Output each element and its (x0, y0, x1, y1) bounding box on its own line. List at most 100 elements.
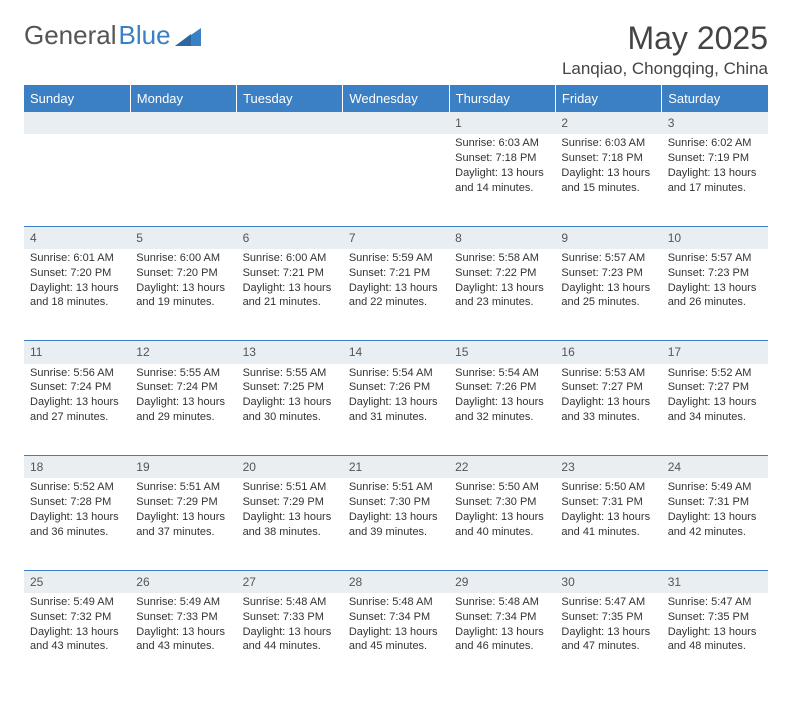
title-block: May 2025 Lanqiao, Chongqing, China (562, 20, 768, 79)
daylight: Daylight: 13 hours and 47 minutes. (561, 625, 655, 655)
daynum-row: 18192021222324 (24, 456, 768, 479)
day-number (130, 112, 236, 134)
sunrise: Sunrise: 5:57 AM (561, 251, 655, 266)
daylight: Daylight: 13 hours and 34 minutes. (668, 395, 762, 425)
sunset: Sunset: 7:34 PM (349, 610, 443, 625)
sunrise: Sunrise: 5:55 AM (243, 366, 337, 381)
day-cell: Sunrise: 6:01 AMSunset: 7:20 PMDaylight:… (24, 249, 130, 341)
sunrise: Sunrise: 5:47 AM (668, 595, 762, 610)
daylight: Daylight: 13 hours and 41 minutes. (561, 510, 655, 540)
sunrise: Sunrise: 5:49 AM (30, 595, 124, 610)
sunset: Sunset: 7:33 PM (243, 610, 337, 625)
day-number: 26 (130, 570, 236, 593)
logo-triangle-icon (175, 26, 201, 46)
day-cell: Sunrise: 5:57 AMSunset: 7:23 PMDaylight:… (662, 249, 768, 341)
day-cell: Sunrise: 5:54 AMSunset: 7:26 PMDaylight:… (449, 364, 555, 456)
sunrise: Sunrise: 5:50 AM (561, 480, 655, 495)
day-cell: Sunrise: 5:51 AMSunset: 7:29 PMDaylight:… (130, 478, 236, 570)
day-number: 8 (449, 226, 555, 249)
daylight: Daylight: 13 hours and 23 minutes. (455, 281, 549, 311)
day-number: 6 (237, 226, 343, 249)
daylight: Daylight: 13 hours and 25 minutes. (561, 281, 655, 311)
sunset: Sunset: 7:35 PM (561, 610, 655, 625)
sunrise: Sunrise: 5:57 AM (668, 251, 762, 266)
day-cell: Sunrise: 5:51 AMSunset: 7:30 PMDaylight:… (343, 478, 449, 570)
day-content-row: Sunrise: 6:01 AMSunset: 7:20 PMDaylight:… (24, 249, 768, 341)
sunset: Sunset: 7:22 PM (455, 266, 549, 281)
day-cell: Sunrise: 5:52 AMSunset: 7:28 PMDaylight:… (24, 478, 130, 570)
day-number (237, 112, 343, 134)
weekday-header: Wednesday (343, 85, 449, 112)
daylight: Daylight: 13 hours and 15 minutes. (561, 166, 655, 196)
sunrise: Sunrise: 6:00 AM (136, 251, 230, 266)
day-number: 19 (130, 456, 236, 479)
daylight: Daylight: 13 hours and 21 minutes. (243, 281, 337, 311)
sunrise: Sunrise: 5:52 AM (30, 480, 124, 495)
daylight: Daylight: 13 hours and 27 minutes. (30, 395, 124, 425)
weekday-header: Friday (555, 85, 661, 112)
day-cell: Sunrise: 5:52 AMSunset: 7:27 PMDaylight:… (662, 364, 768, 456)
day-number: 11 (24, 341, 130, 364)
day-cell: Sunrise: 5:54 AMSunset: 7:26 PMDaylight:… (343, 364, 449, 456)
day-cell: Sunrise: 5:57 AMSunset: 7:23 PMDaylight:… (555, 249, 661, 341)
day-cell: Sunrise: 5:49 AMSunset: 7:32 PMDaylight:… (24, 593, 130, 685)
day-number: 1 (449, 112, 555, 134)
header: GeneralBlue May 2025 Lanqiao, Chongqing,… (24, 20, 768, 79)
day-cell (24, 134, 130, 226)
sunrise: Sunrise: 6:00 AM (243, 251, 337, 266)
sunrise: Sunrise: 5:48 AM (243, 595, 337, 610)
daylight: Daylight: 13 hours and 45 minutes. (349, 625, 443, 655)
sunrise: Sunrise: 5:49 AM (668, 480, 762, 495)
day-number: 14 (343, 341, 449, 364)
day-cell: Sunrise: 5:58 AMSunset: 7:22 PMDaylight:… (449, 249, 555, 341)
sunset: Sunset: 7:24 PM (136, 380, 230, 395)
day-number: 22 (449, 456, 555, 479)
sunrise: Sunrise: 5:51 AM (243, 480, 337, 495)
sunset: Sunset: 7:29 PM (243, 495, 337, 510)
day-cell: Sunrise: 5:55 AMSunset: 7:24 PMDaylight:… (130, 364, 236, 456)
day-cell: Sunrise: 5:56 AMSunset: 7:24 PMDaylight:… (24, 364, 130, 456)
calendar-table: Sunday Monday Tuesday Wednesday Thursday… (24, 85, 768, 685)
day-cell: Sunrise: 6:00 AMSunset: 7:20 PMDaylight:… (130, 249, 236, 341)
day-number: 10 (662, 226, 768, 249)
day-cell: Sunrise: 6:03 AMSunset: 7:18 PMDaylight:… (555, 134, 661, 226)
sunset: Sunset: 7:23 PM (561, 266, 655, 281)
weekday-header: Thursday (449, 85, 555, 112)
sunset: Sunset: 7:20 PM (136, 266, 230, 281)
day-number: 13 (237, 341, 343, 364)
day-cell: Sunrise: 5:48 AMSunset: 7:33 PMDaylight:… (237, 593, 343, 685)
sunset: Sunset: 7:29 PM (136, 495, 230, 510)
day-cell: Sunrise: 5:53 AMSunset: 7:27 PMDaylight:… (555, 364, 661, 456)
day-number: 5 (130, 226, 236, 249)
day-number: 15 (449, 341, 555, 364)
day-content-row: Sunrise: 5:56 AMSunset: 7:24 PMDaylight:… (24, 364, 768, 456)
day-content-row: Sunrise: 5:49 AMSunset: 7:32 PMDaylight:… (24, 593, 768, 685)
day-number (24, 112, 130, 134)
sunrise: Sunrise: 5:54 AM (455, 366, 549, 381)
day-number: 17 (662, 341, 768, 364)
sunrise: Sunrise: 6:03 AM (455, 136, 549, 151)
sunrise: Sunrise: 5:53 AM (561, 366, 655, 381)
sunset: Sunset: 7:20 PM (30, 266, 124, 281)
day-number (343, 112, 449, 134)
weekday-header: Tuesday (237, 85, 343, 112)
sunrise: Sunrise: 5:48 AM (349, 595, 443, 610)
day-number: 18 (24, 456, 130, 479)
sunset: Sunset: 7:31 PM (668, 495, 762, 510)
sunset: Sunset: 7:30 PM (349, 495, 443, 510)
day-number: 4 (24, 226, 130, 249)
sunset: Sunset: 7:21 PM (243, 266, 337, 281)
logo: GeneralBlue (24, 20, 201, 51)
sunrise: Sunrise: 5:51 AM (136, 480, 230, 495)
day-cell: Sunrise: 5:47 AMSunset: 7:35 PMDaylight:… (555, 593, 661, 685)
day-number: 30 (555, 570, 661, 593)
day-cell: Sunrise: 5:55 AMSunset: 7:25 PMDaylight:… (237, 364, 343, 456)
day-number: 12 (130, 341, 236, 364)
day-cell: Sunrise: 6:03 AMSunset: 7:18 PMDaylight:… (449, 134, 555, 226)
daynum-row: 45678910 (24, 226, 768, 249)
sunset: Sunset: 7:27 PM (668, 380, 762, 395)
sunset: Sunset: 7:25 PM (243, 380, 337, 395)
daylight: Daylight: 13 hours and 32 minutes. (455, 395, 549, 425)
day-number: 9 (555, 226, 661, 249)
daynum-row: 11121314151617 (24, 341, 768, 364)
